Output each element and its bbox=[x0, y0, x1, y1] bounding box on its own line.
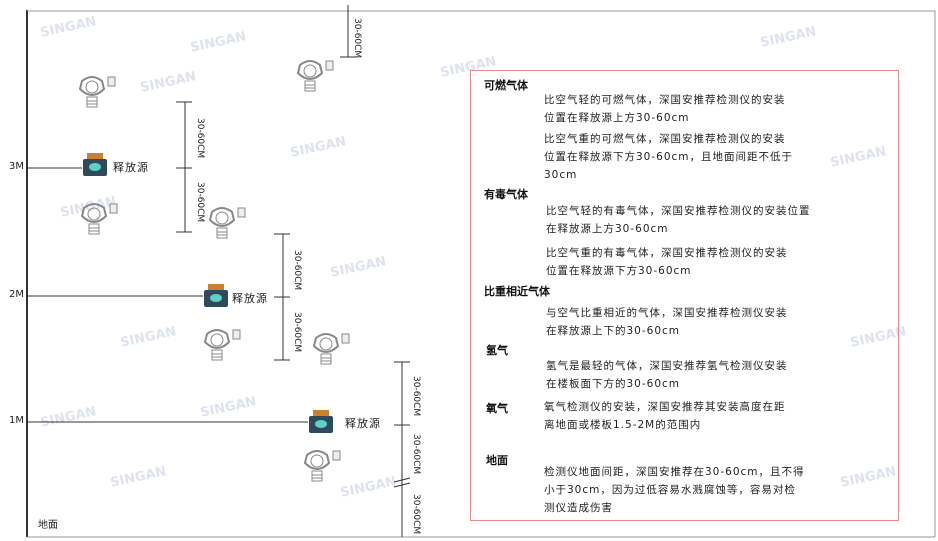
detector-icon bbox=[313, 333, 350, 365]
toxic-title: 有毒气体 bbox=[484, 188, 528, 201]
level-3m-label: 3M bbox=[9, 161, 24, 172]
info-panel bbox=[470, 70, 899, 521]
similar-text: 与空气比重相近的气体，深国安推荐检测仪安装 在释放源上下的30-60cm bbox=[546, 307, 788, 337]
similar-title: 比重相近气体 bbox=[484, 285, 550, 298]
level-1m-label: 1M bbox=[9, 415, 24, 426]
combustible-title: 可燃气体 bbox=[484, 79, 528, 92]
source-icon bbox=[204, 284, 228, 307]
source-icon bbox=[309, 410, 333, 433]
detector-icon bbox=[209, 207, 246, 239]
ground-title: 地面 bbox=[486, 454, 508, 467]
ground-text: 检测仪地面间距，深国安推荐在30-60cm，且不得 小于30cm，因为过低容易水溅… bbox=[544, 466, 805, 514]
oxygen-title: 氧气 bbox=[486, 402, 508, 415]
source-label: 释放源 bbox=[345, 417, 381, 430]
oxygen-text: 氧气检测仪的安装，深国安推荐其安装高度在距 离地面或楼板1.5-2M的范围内 bbox=[544, 401, 786, 431]
level-2m-label: 2M bbox=[9, 289, 24, 300]
source-icon bbox=[83, 153, 107, 176]
detector-icon bbox=[204, 329, 241, 361]
detector-icon bbox=[297, 60, 334, 92]
source-label: 释放源 bbox=[113, 161, 149, 174]
detector-icon bbox=[79, 76, 116, 108]
source-label: 释放源 bbox=[232, 292, 268, 305]
dimension-lines bbox=[176, 5, 411, 537]
toxic-heavy-text: 比空气重的有毒气体，深国安推荐检测仪的安装 位置在释放源下方30-60cm bbox=[546, 247, 788, 277]
hydrogen-text: 氢气是最轻的气体，深国安推荐氢气检测仪安装 在楼板面下方的30-60cm bbox=[546, 360, 788, 390]
hydrogen-title: 氢气 bbox=[486, 344, 508, 357]
detector-icon bbox=[81, 203, 118, 235]
detector-icon bbox=[304, 450, 341, 482]
toxic-light-text: 比空气轻的有毒气体，深国安推荐检测仪的安装位置 在释放源上方30-60cm bbox=[546, 205, 811, 235]
combustible-light-text: 比空气轻的可燃气体，深国安推荐检测仪的安装 位置在释放源上方30-60cm bbox=[544, 94, 786, 124]
ground-label: 地面 bbox=[38, 520, 58, 531]
combustible-heavy-text: 比空气重的可燃气体，深国安推荐检测仪的安装 位置在释放源下方30-60cm，且地面… bbox=[544, 133, 794, 181]
